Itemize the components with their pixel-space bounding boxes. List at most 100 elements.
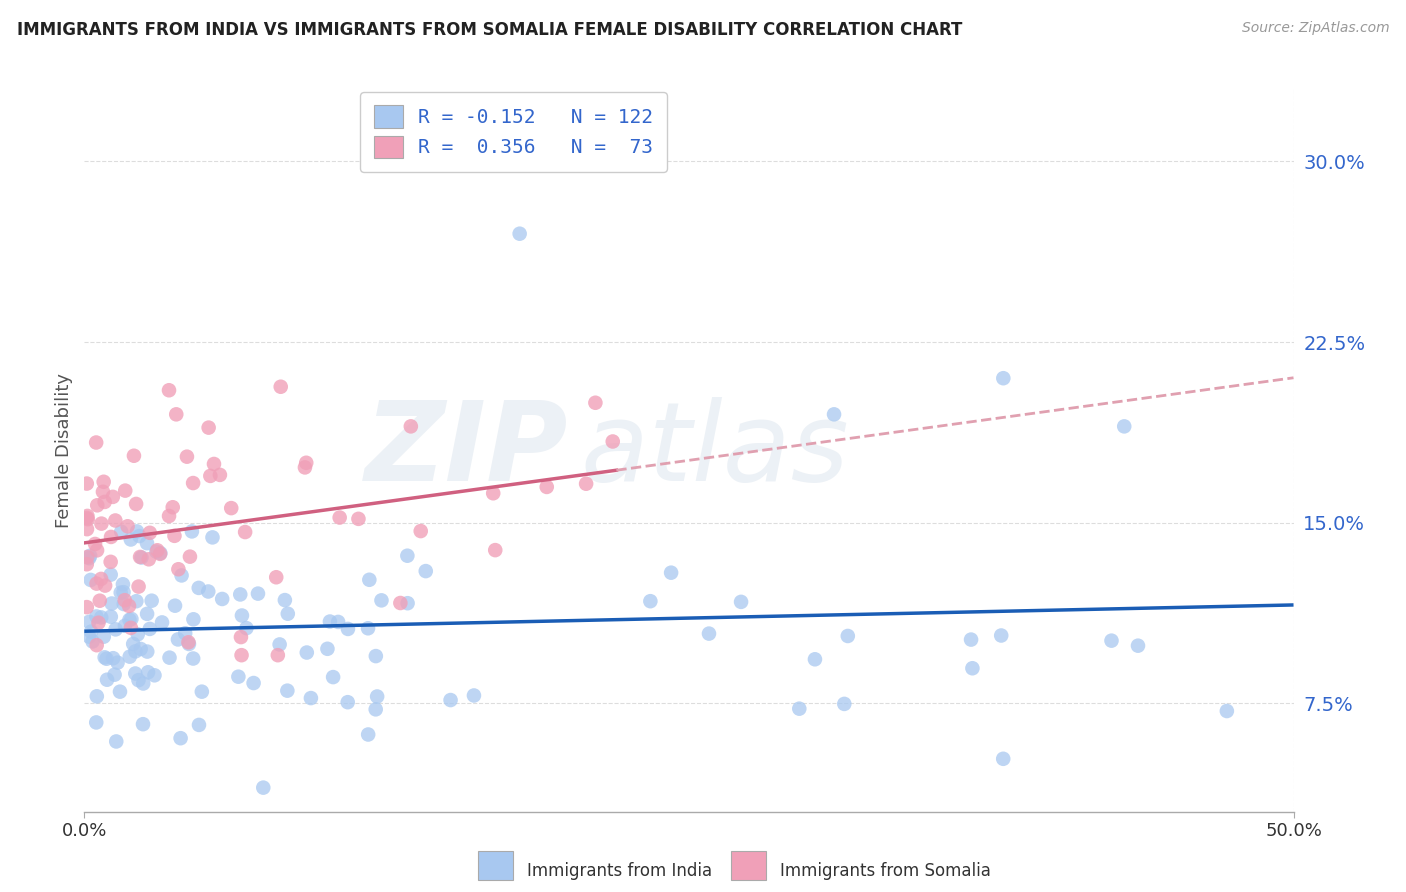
- Point: [93, 475, 115, 489]
- Point: [93, 650, 115, 665]
- Point: [120, 533, 142, 547]
- Point: [157, 384, 180, 398]
- Point: [104, 514, 127, 528]
- Point: [105, 734, 128, 748]
- Point: [1126, 639, 1149, 653]
- Point: [233, 524, 256, 539]
- Point: [77, 551, 100, 566]
- Point: [77, 615, 100, 629]
- Point: [329, 510, 352, 524]
- Point: [86, 638, 108, 652]
- Point: [124, 644, 146, 658]
- Legend: R = -0.152   N = 122, R =  0.356   N =  73: R = -0.152 N = 122, R = 0.356 N = 73: [360, 92, 666, 171]
- Point: [181, 651, 204, 665]
- Point: [837, 629, 859, 643]
- Point: [93, 630, 115, 644]
- Point: [125, 594, 148, 608]
- Point: [112, 597, 135, 611]
- Point: [174, 626, 197, 640]
- Point: [139, 525, 162, 540]
- Point: [252, 780, 274, 795]
- Point: [149, 546, 172, 560]
- Point: [86, 498, 108, 512]
- Point: [76, 508, 98, 523]
- Point: [276, 683, 298, 698]
- Point: [132, 676, 155, 690]
- Point: [112, 585, 135, 599]
- Point: [94, 578, 117, 592]
- Point: [127, 673, 149, 687]
- Point: [270, 380, 292, 394]
- Point: [200, 469, 222, 483]
- Point: [159, 650, 181, 665]
- Point: [347, 512, 370, 526]
- Point: [336, 695, 359, 709]
- Point: [399, 419, 422, 434]
- Point: [136, 644, 159, 658]
- Point: [104, 667, 127, 681]
- Point: [149, 547, 172, 561]
- Point: [187, 581, 209, 595]
- Point: [77, 630, 100, 644]
- Point: [100, 567, 122, 582]
- Point: [100, 609, 122, 624]
- Point: [129, 642, 152, 657]
- Point: [229, 630, 252, 644]
- Point: [219, 501, 242, 516]
- Point: [146, 543, 169, 558]
- Point: [231, 648, 253, 662]
- Point: [269, 637, 291, 651]
- Point: [89, 593, 111, 607]
- Point: [86, 543, 108, 558]
- Point: [396, 549, 419, 563]
- Point: [145, 544, 167, 558]
- Point: [322, 670, 344, 684]
- Point: [396, 596, 419, 610]
- Point: [100, 597, 122, 611]
- Point: [117, 519, 139, 533]
- Point: [93, 495, 115, 509]
- Point: [170, 568, 193, 582]
- Point: [122, 449, 145, 463]
- Point: [336, 622, 359, 636]
- Point: [231, 608, 253, 623]
- Point: [110, 585, 132, 599]
- Point: [235, 621, 257, 635]
- Point: [76, 511, 98, 525]
- Point: [118, 599, 141, 613]
- Point: [163, 599, 186, 613]
- Point: [139, 622, 162, 636]
- Point: [163, 529, 186, 543]
- Point: [132, 717, 155, 731]
- Point: [80, 624, 103, 639]
- Point: [101, 651, 124, 665]
- Point: [316, 641, 339, 656]
- Point: [167, 632, 190, 647]
- Point: [439, 693, 461, 707]
- Point: [176, 450, 198, 464]
- Point: [124, 666, 146, 681]
- Point: [191, 684, 214, 698]
- Point: [111, 577, 134, 591]
- Point: [993, 371, 1015, 385]
- Point: [787, 701, 810, 715]
- Point: [100, 555, 122, 569]
- Point: [659, 566, 682, 580]
- Point: [463, 689, 485, 703]
- Point: [114, 483, 136, 498]
- Point: [823, 407, 845, 422]
- Point: [136, 665, 159, 680]
- Point: [366, 690, 388, 704]
- Point: [804, 652, 827, 666]
- Point: [1101, 633, 1123, 648]
- Point: [242, 676, 264, 690]
- Point: [84, 537, 107, 551]
- Point: [179, 549, 201, 564]
- Point: [136, 607, 159, 621]
- Point: [141, 593, 163, 607]
- Point: [211, 591, 233, 606]
- Point: [299, 691, 322, 706]
- Point: [177, 635, 200, 649]
- Point: [118, 649, 141, 664]
- Text: atlas: atlas: [581, 397, 849, 504]
